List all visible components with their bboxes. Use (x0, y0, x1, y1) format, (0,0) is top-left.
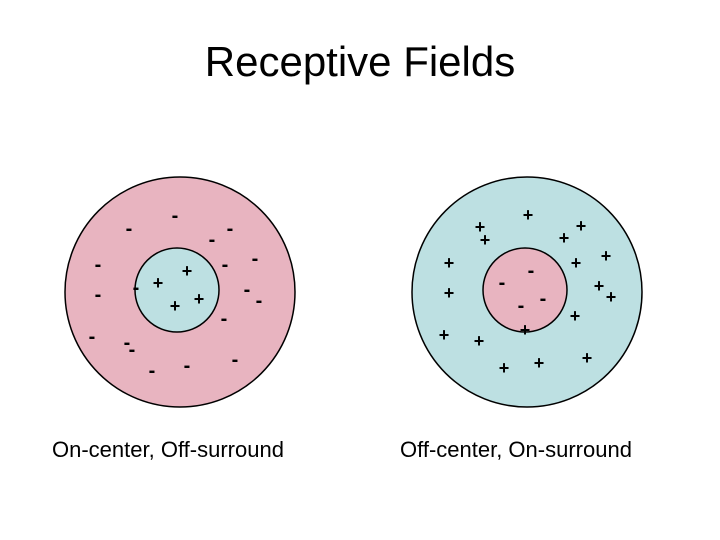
surround-sign-minus: - (133, 277, 140, 299)
surround-sign-plus: + (520, 320, 531, 340)
surround-sign-plus: + (571, 253, 582, 273)
surround-sign-minus: - (129, 339, 136, 361)
left-caption: On-center, Off-surround (52, 437, 284, 462)
surround-sign-plus: + (474, 331, 485, 351)
surround-sign-plus: + (594, 276, 605, 296)
surround-sign-minus: - (95, 254, 102, 276)
surround-sign-minus: - (172, 205, 179, 227)
center-sign-plus: + (153, 273, 164, 293)
surround-sign-minus: - (149, 360, 156, 382)
surround-sign-plus: + (523, 205, 534, 225)
off-center-on-surround-field: ----++ +++ + ++ ++++ +++ +++ (411, 176, 643, 408)
surround-sign-minus: - (95, 284, 102, 306)
surround-sign-minus: - (252, 248, 259, 270)
on-center-off-surround-field: +++ +-- - -- - -- - --- --- --- (64, 176, 296, 408)
surround-sign-plus: + (439, 325, 450, 345)
center-sign-plus: + (194, 289, 205, 309)
surround-sign-plus: + (606, 287, 617, 307)
surround-sign-plus: + (559, 228, 570, 248)
surround-sign-minus: - (222, 254, 229, 276)
surround-sign-minus: - (209, 229, 216, 251)
surround-sign-plus: + (475, 217, 486, 237)
surround-sign-plus: + (576, 216, 587, 236)
center-sign-minus: - (528, 260, 535, 282)
surround-sign-plus: + (480, 230, 491, 250)
center-sign-minus: - (499, 272, 506, 294)
surround-sign-minus: - (184, 355, 191, 377)
center-sign-plus: + (182, 261, 193, 281)
center-region (134, 247, 220, 333)
surround-sign-minus: - (89, 326, 96, 348)
surround-sign-plus: + (534, 353, 545, 373)
surround-sign-plus: + (444, 283, 455, 303)
center-sign-minus: - (540, 288, 547, 310)
center-sign-minus: - (518, 295, 525, 317)
surround-sign-minus: - (227, 218, 234, 240)
surround-sign-minus: - (124, 332, 131, 354)
surround-sign-plus: + (570, 306, 581, 326)
surround-sign-plus: + (444, 253, 455, 273)
surround-sign-plus: + (499, 358, 510, 378)
surround-sign-minus: - (232, 349, 239, 371)
surround-sign-minus: - (221, 308, 228, 330)
surround-sign-plus: + (601, 246, 612, 266)
center-region (482, 247, 568, 333)
surround-sign-minus: - (256, 290, 263, 312)
center-sign-plus: + (170, 296, 181, 316)
surround-sign-plus: + (582, 348, 593, 368)
diagram-title: Receptive Fields (204, 38, 516, 85)
surround-sign-minus: - (126, 218, 133, 240)
surround-sign-minus: - (244, 279, 251, 301)
right-caption: Off-center, On-surround (400, 437, 632, 462)
